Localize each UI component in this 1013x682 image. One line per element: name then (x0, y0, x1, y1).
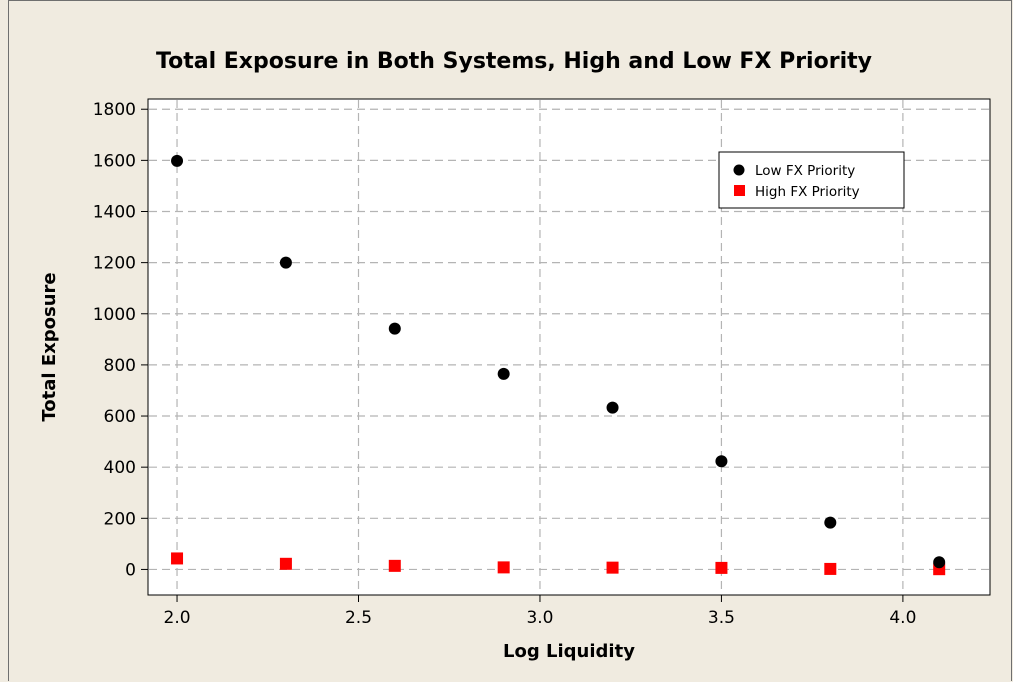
y-tick-label: 200 (104, 509, 136, 529)
y-tick-label: 1000 (93, 305, 136, 325)
high-fx-priority-point (171, 552, 184, 565)
low-fx-priority-point (497, 367, 510, 380)
y-tick-label: 0 (125, 560, 136, 580)
low-fx-priority-point (606, 401, 619, 414)
legend-marker-low-fx-priority (733, 164, 745, 176)
y-tick-label: 1800 (93, 100, 136, 120)
low-fx-priority-point (388, 322, 401, 335)
chart-frame: Total Exposure in Both Systems, High and… (8, 0, 1012, 681)
high-fx-priority-point (279, 557, 292, 570)
x-tick-label: 2.0 (164, 608, 191, 628)
axes: 2.0 2.5 3.0 3.5 4.0 0 200 400 600 800 1000 1200 1400… (93, 100, 917, 628)
y-tick-label: 400 (104, 458, 136, 478)
x-tick-label: 4.0 (889, 608, 916, 628)
high-fx-priority-point (824, 562, 837, 575)
grid-lines (149, 100, 989, 594)
scatter-chart: Total Exposure in Both Systems, High and… (39, 49, 991, 662)
y-tick-label: 600 (104, 407, 136, 427)
high-fx-priority-point (606, 561, 619, 574)
data-marks (171, 154, 946, 576)
low-fx-priority-point (279, 256, 292, 269)
y-tick-label: 800 (104, 356, 136, 376)
legend-label-low-fx-priority: Low FX Priority (755, 163, 855, 179)
low-fx-priority-point (715, 455, 728, 468)
chart-title: Total Exposure in Both Systems, High and… (156, 49, 872, 74)
legend-marker-high-fx-priority (734, 185, 745, 196)
x-tick-label: 3.0 (526, 608, 553, 628)
low-fx-priority-point (933, 556, 946, 569)
high-fx-priority-point (497, 561, 510, 574)
low-fx-priority-point (171, 154, 184, 167)
x-tick-label: 3.5 (708, 608, 735, 628)
y-tick-label: 1600 (93, 151, 136, 171)
legend-box (718, 151, 905, 209)
x-tick-label: 2.5 (345, 608, 372, 628)
high-fx-priority-point (715, 561, 728, 574)
y-tick-label: 1200 (93, 254, 136, 274)
high-fx-priority-point (388, 559, 401, 572)
low-fx-priority-point (824, 516, 837, 529)
x-axis-title: Log Liquidity (503, 641, 635, 662)
legend-label-high-fx-priority: High FX Priority (755, 184, 860, 200)
y-tick-label: 1400 (93, 202, 136, 222)
legend: Low FX Priority High FX Priority (718, 151, 905, 209)
y-axis-title: Total Exposure (39, 272, 60, 421)
